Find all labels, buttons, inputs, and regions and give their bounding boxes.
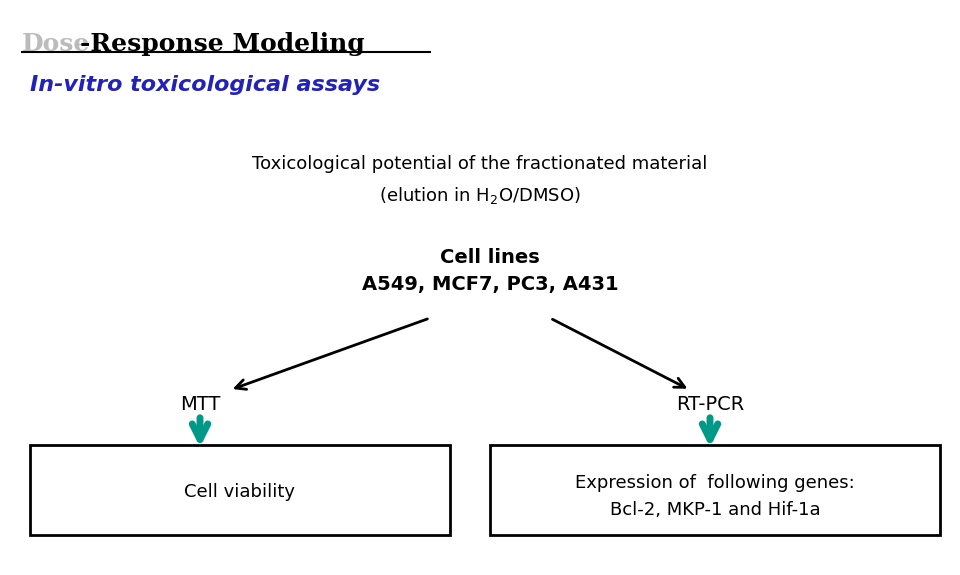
Text: Bcl-2, MKP-1 and Hif-1a: Bcl-2, MKP-1 and Hif-1a	[610, 501, 820, 519]
Text: (elution in H$_2$O/DMSO): (elution in H$_2$O/DMSO)	[379, 185, 581, 206]
Text: Dose: Dose	[22, 32, 90, 56]
FancyBboxPatch shape	[490, 445, 940, 535]
Text: RT-PCR: RT-PCR	[676, 395, 744, 414]
Text: Cell lines: Cell lines	[440, 248, 540, 267]
Text: MTT: MTT	[180, 395, 220, 414]
Text: Cell viability: Cell viability	[184, 483, 296, 501]
Text: Toxicological potential of the fractionated material: Toxicological potential of the fractiona…	[252, 155, 708, 173]
Text: A549, MCF7, PC3, A431: A549, MCF7, PC3, A431	[362, 275, 618, 294]
FancyBboxPatch shape	[30, 445, 450, 535]
Text: -Response Modeling: -Response Modeling	[80, 32, 365, 56]
Text: Expression of  following genes:: Expression of following genes:	[575, 474, 854, 492]
Text: In-vitro toxicological assays: In-vitro toxicological assays	[30, 75, 380, 95]
